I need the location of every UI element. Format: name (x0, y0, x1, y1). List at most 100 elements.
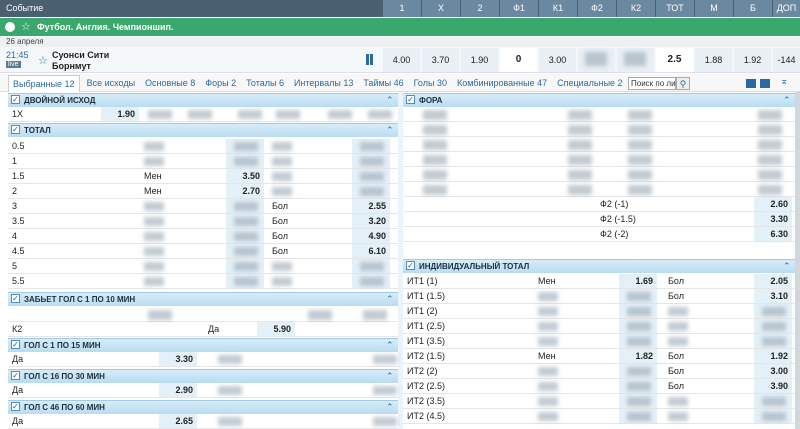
collapse[interactable]: ⌃ (386, 294, 394, 304)
checkbox[interactable]: ✓ (11, 340, 20, 349)
column-header[interactable]: М (694, 0, 733, 17)
blur (627, 367, 651, 376)
tab[interactable]: Таймы 46 (363, 78, 404, 88)
odds[interactable]: 3.10 (770, 291, 788, 301)
checkbox[interactable]: ✓ (11, 371, 20, 380)
tab[interactable]: Все исходы (86, 78, 136, 88)
odds[interactable]: 2.65 (175, 416, 193, 426)
column-header[interactable]: X (421, 0, 460, 17)
market-header[interactable]: ИНДИВИДУАЛЬНЫЙ ТОТАЛ (403, 259, 795, 273)
odds[interactable]: 1.90 (117, 109, 135, 119)
odds[interactable]: 2.5 (656, 48, 693, 72)
view-icons[interactable] (746, 79, 770, 88)
odds-bg (754, 197, 792, 211)
collapse[interactable]: ⌃ (386, 95, 394, 105)
column-header[interactable]: ТОТ (655, 0, 694, 17)
odds[interactable]: 3.20 (368, 216, 386, 226)
odds[interactable]: 2.05 (770, 276, 788, 286)
collapse[interactable]: ⌃ (386, 340, 394, 350)
column-header[interactable]: К2 (616, 0, 655, 17)
row (403, 167, 795, 182)
blur (538, 412, 558, 421)
odds[interactable]: 1.92 (770, 351, 788, 361)
collapse[interactable]: ⌃ (386, 125, 394, 135)
odds[interactable]: 6.10 (368, 246, 386, 256)
odds[interactable]: 2.70 (242, 186, 260, 196)
blur (758, 125, 782, 135)
odds[interactable]: 3.90 (770, 381, 788, 391)
odds[interactable]: 2.60 (770, 199, 788, 209)
outcome-label: Бол (272, 216, 288, 226)
tab[interactable]: Выбранные 12 (8, 74, 80, 92)
market-header[interactable]: ГОЛ С 16 ПО 30 МИН (8, 369, 398, 383)
market-header[interactable]: ТОТАЛ (8, 123, 398, 137)
blur (144, 157, 164, 166)
tab[interactable]: Интервалы 13 (293, 78, 354, 88)
row-label: ИТ2 (1.5) (407, 351, 445, 361)
search-button[interactable]: ⚲ (676, 77, 690, 90)
checkbox[interactable]: ✓ (11, 95, 20, 104)
column-header[interactable]: Ф1 (499, 0, 538, 17)
collapse[interactable]: ⌃ (386, 371, 394, 381)
market-header[interactable]: ГОЛ С 1 ПО 15 МИН (8, 338, 398, 352)
odds[interactable]: 4.00 (383, 48, 420, 72)
tab[interactable]: Голы 30 (413, 78, 447, 88)
tab[interactable]: Тоталы 6 (246, 78, 284, 88)
row (8, 274, 398, 289)
odds[interactable]: 3.30 (770, 214, 788, 224)
checkbox[interactable]: ✓ (406, 95, 415, 104)
checkbox[interactable]: ✓ (406, 261, 415, 270)
column-header[interactable]: 2 (460, 0, 499, 17)
odds[interactable]: 3.30 (175, 354, 193, 364)
odds[interactable]: 3.00 (539, 48, 576, 72)
market-header[interactable]: ЗАБЬЕТ ГОЛ С 1 ПО 10 МИН (8, 292, 398, 306)
odds[interactable]: 3.70 (422, 48, 459, 72)
team-1[interactable]: Суонси Сити (52, 50, 110, 60)
odds[interactable]: 1.69 (635, 276, 653, 286)
odds[interactable]: 1.92 (734, 48, 771, 72)
tab[interactable]: Основные 8 (145, 78, 196, 88)
blur (758, 110, 782, 120)
odds[interactable]: 1.82 (635, 351, 653, 361)
column-header[interactable]: 1 (382, 0, 421, 17)
column-header[interactable]: Б (733, 0, 772, 17)
odds[interactable]: 6.30 (770, 229, 788, 239)
odds[interactable]: 3.50 (242, 171, 260, 181)
checkbox[interactable]: ✓ (11, 402, 20, 411)
tab[interactable]: Форы 2 (205, 78, 237, 88)
search-input[interactable]: Поиск по лини (628, 77, 684, 90)
column-header[interactable]: ДОП (772, 0, 800, 17)
team-2[interactable]: Борнмут (52, 61, 91, 71)
collapse[interactable]: ⌃ (783, 261, 791, 271)
market-header[interactable]: ФОРА (403, 93, 795, 107)
tab[interactable]: Специальные 2 (557, 78, 623, 88)
odds[interactable]: 1.88 (695, 48, 732, 72)
stats-icon (366, 54, 376, 65)
blur (538, 382, 558, 391)
scrollbar (795, 92, 800, 429)
checkbox[interactable]: ✓ (11, 294, 20, 303)
odds[interactable]: 4.90 (368, 231, 386, 241)
odds[interactable]: 2.55 (368, 201, 386, 211)
collapse[interactable]: ⌃ (386, 402, 394, 412)
star: ☆ (21, 21, 31, 33)
odds[interactable]: 1.90 (461, 48, 498, 72)
odds[interactable]: 3.00 (770, 366, 788, 376)
odds[interactable]: 0 (500, 48, 537, 72)
checkbox[interactable]: ✓ (11, 125, 20, 134)
column-header[interactable]: Ф2 (577, 0, 616, 17)
blur (144, 142, 164, 151)
collapse[interactable]: ⌃ (783, 95, 791, 105)
market-header[interactable]: ДВОЙНОЙ ИСХОД (8, 93, 398, 107)
collapse-all[interactable]: ⌅ (780, 76, 789, 87)
blur (627, 292, 651, 301)
odds[interactable]: 2.90 (175, 385, 193, 395)
market-header[interactable]: ГОЛ С 46 ПО 60 МИН (8, 400, 398, 414)
row (8, 199, 398, 214)
row (403, 107, 795, 122)
blur (328, 110, 352, 119)
tab[interactable]: Комбинированные 47 (456, 78, 548, 88)
column-header[interactable]: К1 (538, 0, 577, 17)
odds[interactable]: 5.90 (273, 324, 291, 334)
odds[interactable]: -144 (773, 48, 800, 72)
